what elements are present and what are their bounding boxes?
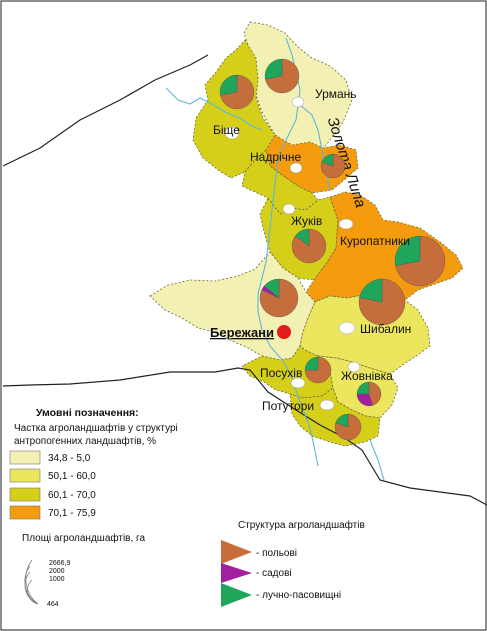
legend-share-title-line2: антропогенних ландшафтів, % bbox=[14, 435, 156, 447]
kuropatnyky-settlement-marker bbox=[338, 218, 354, 230]
place-label-shybalyn: Шибалин bbox=[360, 322, 411, 336]
pie-potutory-meadow-slice bbox=[335, 413, 349, 428]
pie-zhovnivka-arable-slice bbox=[368, 381, 382, 406]
place-label-zhovnivka: Жовнівка bbox=[341, 369, 393, 383]
legend-meadow-label: - лучно-пасовищні bbox=[256, 590, 341, 601]
legend-garden-wedge bbox=[221, 563, 252, 583]
legend-arable-wedge bbox=[221, 540, 252, 564]
region-bische bbox=[192, 39, 276, 179]
pie-zhovnivka-meadow-slice bbox=[356, 381, 370, 395]
legend-class-1-swatch bbox=[9, 450, 41, 465]
place-label-berezhany: Бережани bbox=[210, 325, 274, 340]
legend-share-title-line1: Частка агроландшафтів у структурі bbox=[14, 422, 178, 434]
place-label-potutory: Потутори bbox=[262, 399, 314, 413]
place-label-posukhiv: Посухів bbox=[260, 366, 302, 380]
district-border-line bbox=[2, 367, 487, 506]
region-border-line bbox=[2, 54, 209, 167]
legend-circle-1000 bbox=[24, 571, 39, 605]
place-label-kuropatnyky: Куропатники bbox=[340, 234, 410, 248]
agrolandscape-pie-charts bbox=[219, 58, 446, 441]
zhukiv-settlement-marker bbox=[282, 203, 296, 215]
legend-class-2-swatch bbox=[9, 468, 41, 483]
legend-meadow-wedge bbox=[221, 583, 252, 607]
potutory-settlement-marker bbox=[319, 399, 335, 411]
zhovnivka-settlement-marker bbox=[347, 361, 361, 373]
urman-settlement-marker bbox=[291, 96, 305, 108]
pie-urman-meadow-slice bbox=[264, 58, 283, 80]
nadrichne-settlement-marker bbox=[289, 162, 303, 174]
place-label-urman: Урмань bbox=[315, 87, 357, 101]
legend-circle-2666 bbox=[25, 559, 39, 605]
legend-area-value-1: 2666,9 bbox=[49, 560, 71, 567]
settlement-markers bbox=[224, 96, 361, 411]
legend-class-3-swatch bbox=[9, 487, 41, 502]
legend-structure-title: Структура агроландшафтів bbox=[238, 519, 365, 531]
pie-shybalyn-arable-slice bbox=[358, 278, 406, 326]
legend-class-2-label: 50,1 - 60,0 bbox=[48, 471, 96, 482]
rivers bbox=[165, 37, 385, 481]
place-label-nadrichne: Надрічне bbox=[250, 150, 302, 164]
region-nadrichne-west bbox=[241, 149, 319, 215]
pie-nadrichne-meadow-slice bbox=[321, 153, 334, 167]
legend-class-1-label: 34,8 - 5,0 bbox=[48, 453, 91, 464]
place-labels: Урмань Біще Надрічне Жуків Куропатники Б… bbox=[210, 87, 411, 413]
place-label-zhukiv: Жуків bbox=[291, 214, 322, 228]
pie-kuropatnyky-meadow-slice bbox=[394, 235, 421, 266]
legend-title: Умовні позначення: bbox=[36, 407, 139, 419]
legend-class-4-swatch bbox=[9, 505, 41, 520]
legend-arable-label: - польові bbox=[256, 548, 297, 559]
legend-circle-2000 bbox=[24, 565, 39, 605]
legend-class-3-label: 60,1 - 70,0 bbox=[48, 490, 96, 501]
legend-area-title: Площі агроландшафтів, га bbox=[22, 532, 145, 544]
bische-settlement-marker bbox=[224, 126, 240, 140]
legend-area-value-4: 464 bbox=[47, 601, 59, 608]
place-label-bische: Біще bbox=[213, 123, 240, 137]
legend-area-value-3: 1000 bbox=[49, 576, 65, 583]
posukhiv-settlement-marker bbox=[290, 377, 306, 389]
legend: Умовні позначення: Частка агроландшафтів… bbox=[9, 407, 365, 608]
legend-garden-label: - садові bbox=[256, 568, 292, 579]
shybalyn-settlement-marker bbox=[338, 321, 356, 335]
legend-area-circles bbox=[24, 559, 39, 605]
berezhany-center-marker bbox=[277, 325, 291, 339]
pie-kuropatnyky-arable-slice bbox=[395, 235, 446, 287]
legend-class-4-label: 70,1 - 75,9 bbox=[48, 508, 96, 519]
pie-shybalyn-meadow-slice bbox=[359, 278, 383, 303]
legend-area-value-2: 2000 bbox=[49, 568, 65, 575]
pie-posukhiv-meadow-slice bbox=[304, 356, 319, 371]
region-berezhany bbox=[149, 251, 316, 361]
region-nadrichne bbox=[265, 134, 359, 194]
pie-berezhany-meadow-slice bbox=[264, 278, 280, 299]
pie-bische-meadow-slice bbox=[219, 74, 238, 96]
pie-zhukiv-meadow-slice bbox=[294, 228, 310, 247]
